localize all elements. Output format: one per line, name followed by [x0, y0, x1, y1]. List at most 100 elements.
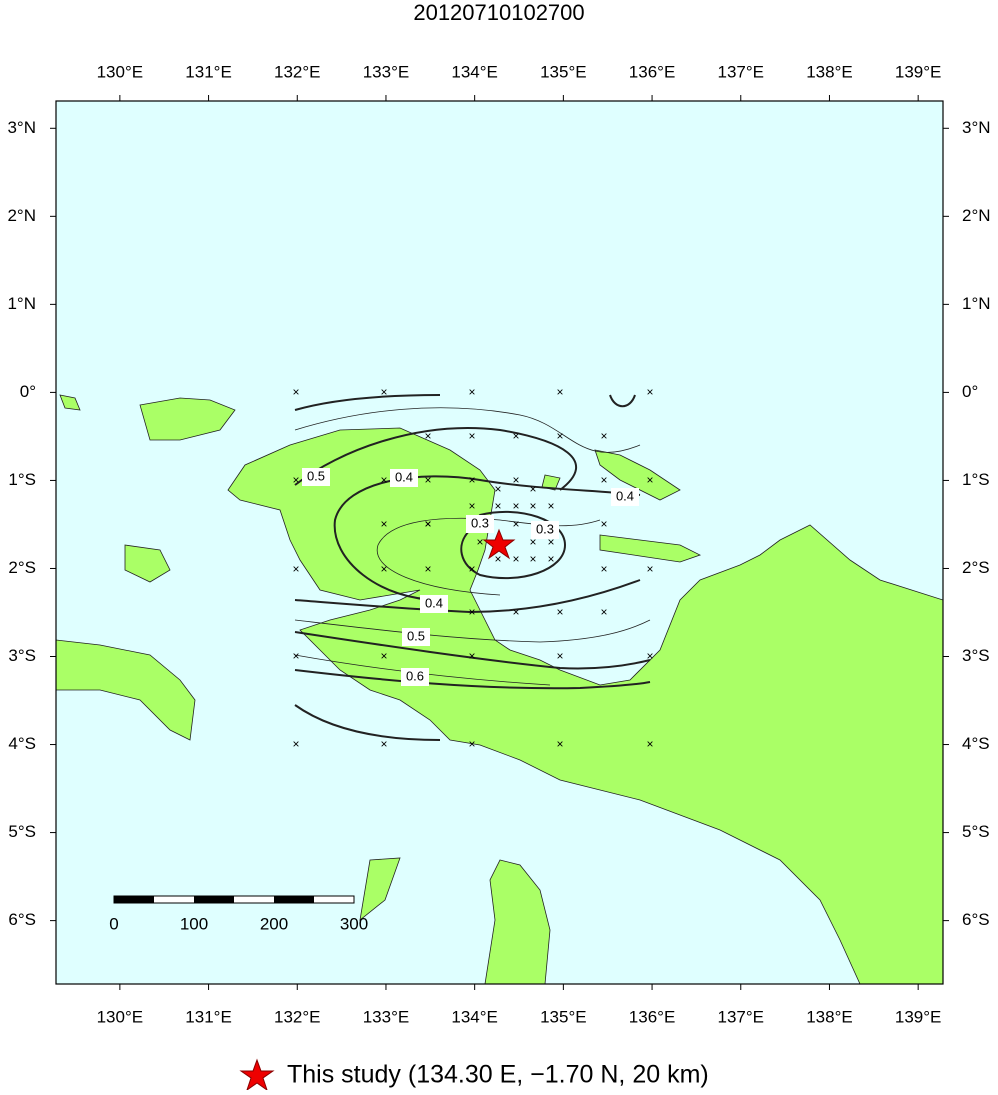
grid-point: ×	[556, 429, 563, 443]
grid-point: ×	[292, 473, 299, 487]
grid-point: ×	[380, 562, 387, 576]
x-tick-label: 137°E	[718, 62, 765, 81]
contour-label-bg	[402, 628, 430, 646]
epicenter-star	[482, 528, 516, 560]
grid-point: ×	[424, 473, 431, 487]
y-tick-label: 2°N	[7, 206, 36, 225]
grid-point: ×	[380, 473, 387, 487]
contour	[333, 475, 641, 601]
contour-label: 0.3	[471, 515, 489, 530]
contour	[294, 394, 441, 411]
grid-point: ×	[424, 429, 431, 443]
y-tick-label: 2°N	[962, 206, 991, 225]
grid-point: ×	[468, 649, 475, 663]
grid-point: ×	[494, 482, 501, 496]
contour	[609, 394, 636, 408]
land	[484, 859, 551, 984]
grid-point: ×	[547, 499, 554, 513]
x-tick-label: 133°E	[363, 1007, 410, 1026]
grid-point: ×	[556, 737, 563, 751]
y-tick-label: 3°N	[7, 118, 36, 137]
scale-bar	[113, 895, 355, 904]
scale-bar-segment	[274, 896, 314, 903]
y-tick-label: 3°N	[962, 118, 991, 137]
grid-point: ×	[494, 499, 501, 513]
x-tick-label: 136°E	[629, 62, 676, 81]
y-tick-label: 2°S	[8, 558, 36, 577]
land	[541, 474, 561, 491]
grid-point: ×	[547, 535, 554, 549]
land-layer	[56, 394, 943, 984]
contour	[294, 619, 651, 643]
contour-label-bg	[420, 595, 448, 613]
y-tick-label: 4°S	[8, 734, 36, 753]
y-tick-label: 1°N	[962, 294, 991, 313]
grid-point: ×	[468, 429, 475, 443]
x-tick-label: 134°E	[451, 62, 498, 81]
x-tick-label: 130°E	[97, 1007, 144, 1026]
grid-point: ×	[600, 517, 607, 531]
grid-point: ×	[556, 649, 563, 663]
contour-label-bg	[401, 668, 429, 686]
grid-point: ×	[292, 562, 299, 576]
scale-bar-label: 200	[260, 914, 288, 933]
grid-point: ×	[529, 552, 536, 566]
grid-point: ×	[380, 649, 387, 663]
y-tick-label: 3°S	[8, 646, 36, 665]
grid-point: ×	[646, 737, 653, 751]
x-tick-label: 132°E	[274, 62, 321, 81]
grid-point: ×	[600, 562, 607, 576]
contours	[294, 394, 651, 741]
contour-label: 0.5	[307, 468, 325, 483]
contour	[294, 704, 441, 741]
grid-point: ×	[512, 605, 519, 619]
grid-point: ×	[292, 649, 299, 663]
legend-label: This study (134.30 E, −1.70 N, 20 km)	[287, 1061, 709, 1089]
grid-point: ×	[468, 737, 475, 751]
grid-point: ×	[512, 429, 519, 443]
contour	[294, 579, 641, 614]
scale-bar-label: 0	[109, 914, 118, 933]
y-tick-label: 6°S	[962, 910, 990, 929]
grid-point: ×	[600, 473, 607, 487]
scale-bar-segment	[114, 896, 154, 903]
grid-point: ×	[424, 517, 431, 531]
grid-point: ×	[424, 562, 431, 576]
x-tick-label: 139°E	[895, 1007, 942, 1026]
y-tick-label: 1°S	[8, 470, 36, 489]
x-tick-label: 131°E	[185, 1007, 232, 1026]
scale-bar-label: 300	[340, 914, 368, 933]
x-tick-label: 135°E	[540, 1007, 587, 1026]
x-tick-label: 131°E	[185, 62, 232, 81]
grid-point: ×	[646, 562, 653, 576]
grid-point: ×	[512, 552, 519, 566]
x-tick-label: 133°E	[363, 62, 410, 81]
y-tick-label: 5°S	[8, 822, 36, 841]
grid-point: ×	[646, 385, 653, 399]
grid-point: ×	[468, 562, 475, 576]
x-tick-label: 136°E	[629, 1007, 676, 1026]
contour-label: 0.4	[425, 595, 443, 610]
x-tick-label: 139°E	[895, 62, 942, 81]
x-tick-label: 137°E	[718, 1007, 765, 1026]
legend-star	[239, 1058, 275, 1092]
grid-point: ×	[380, 517, 387, 531]
contour-label: 0.6	[406, 668, 424, 683]
contour-label-bg	[302, 468, 330, 486]
grid-point: ×	[529, 535, 536, 549]
scale-bar-label: 100	[180, 914, 208, 933]
grid-point: ×	[468, 605, 475, 619]
grid-point: ×	[380, 385, 387, 399]
contour-label-bg	[531, 521, 559, 539]
contour	[294, 427, 577, 491]
y-tick-label: 3°S	[962, 646, 990, 665]
grid-point: ×	[600, 605, 607, 619]
y-tick-label: 1°S	[962, 470, 990, 489]
grid-point: ×	[468, 499, 475, 513]
contour-label-bg	[466, 515, 494, 533]
contour-label: 0.3	[536, 521, 554, 536]
land	[599, 534, 702, 563]
grid-point: ×	[547, 552, 554, 566]
grid-point: ×	[468, 385, 475, 399]
